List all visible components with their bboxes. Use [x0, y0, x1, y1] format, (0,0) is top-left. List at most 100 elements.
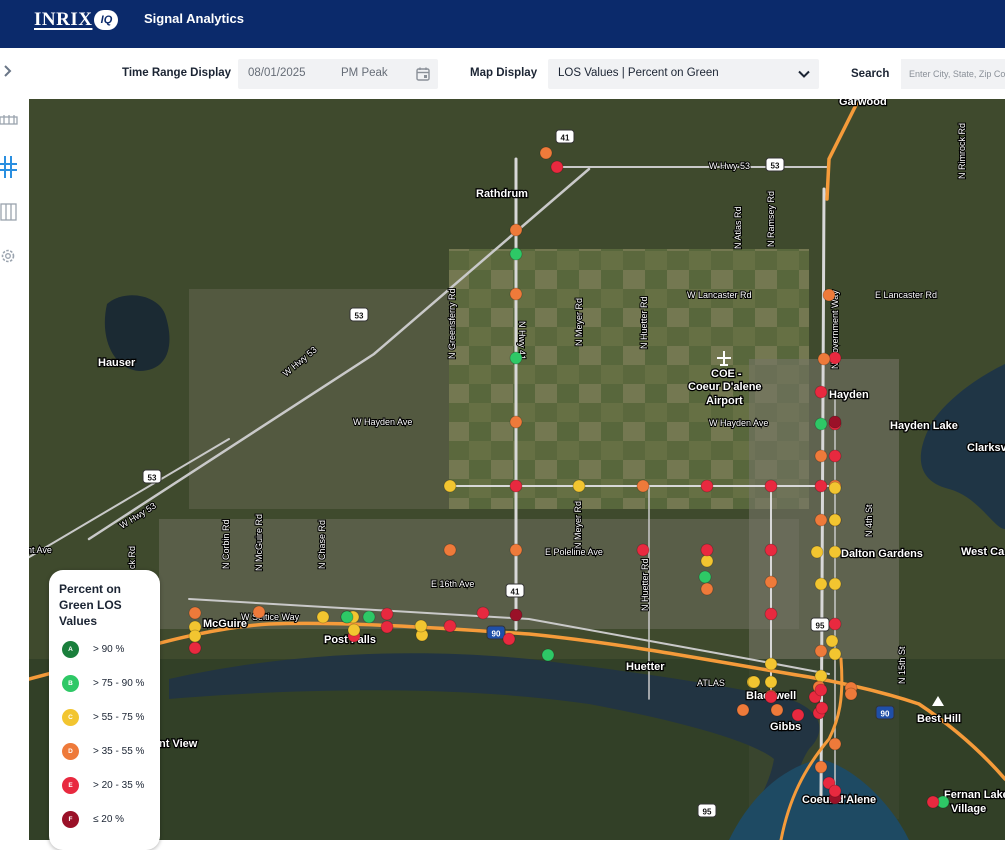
signal-marker-d[interactable] [188, 606, 202, 620]
route-shield-label: 95 [703, 808, 712, 817]
signal-marker-c[interactable] [443, 479, 457, 493]
signal-marker-f[interactable] [509, 608, 523, 622]
signal-marker-e[interactable] [700, 479, 714, 493]
signal-marker-e[interactable] [814, 683, 828, 697]
signal-marker-c[interactable] [814, 577, 828, 591]
signal-marker-c[interactable] [814, 669, 828, 683]
route-shield-label: 90 [492, 630, 501, 639]
signal-marker-b[interactable] [362, 610, 376, 624]
signal-marker-d[interactable] [509, 287, 523, 301]
signal-marker-d[interactable] [764, 575, 778, 589]
legend-range-label: > 35 - 55 % [93, 745, 145, 757]
signal-marker-e[interactable] [700, 543, 714, 557]
signal-marker-c[interactable] [828, 577, 842, 591]
signal-marker-c[interactable] [347, 623, 361, 637]
signal-marker-e[interactable] [502, 632, 516, 646]
signal-marker-d[interactable] [822, 288, 836, 302]
signal-marker-e[interactable] [188, 641, 202, 655]
signal-marker-b[interactable] [814, 417, 828, 431]
signal-marker-c[interactable] [828, 545, 842, 559]
signal-marker-e[interactable] [509, 479, 523, 493]
signal-marker-e[interactable] [476, 606, 490, 620]
signal-marker-e[interactable] [380, 607, 394, 621]
intersection-icon[interactable] [0, 156, 18, 178]
signal-marker-d[interactable] [814, 449, 828, 463]
signal-marker-c[interactable] [700, 554, 714, 568]
signal-marker-c[interactable] [316, 610, 330, 624]
signal-marker-d[interactable] [844, 687, 858, 701]
signal-marker-d[interactable] [814, 513, 828, 527]
location-search-input[interactable] [901, 59, 1005, 89]
signal-marker-e[interactable] [764, 607, 778, 621]
signal-marker-e[interactable] [764, 690, 778, 704]
signal-marker-e[interactable] [814, 385, 828, 399]
signal-marker-d[interactable] [509, 223, 523, 237]
signal-marker-c[interactable] [764, 657, 778, 671]
time-range-picker[interactable]: 08/01/2025 PM Peak [238, 59, 438, 89]
expand-sidebar-chevron-icon[interactable] [3, 64, 15, 78]
legend-item: A > 90 % [62, 640, 124, 658]
signal-marker-d[interactable] [814, 644, 828, 658]
signal-marker-e[interactable] [636, 543, 650, 557]
route-shield [697, 803, 717, 818]
signal-marker-d[interactable] [814, 760, 828, 774]
signals-grid-icon[interactable] [0, 201, 18, 223]
signal-marker-d[interactable] [539, 146, 553, 160]
signal-marker-d[interactable] [828, 737, 842, 751]
signal-marker-d[interactable] [817, 352, 831, 366]
signal-marker-e[interactable] [828, 351, 842, 365]
signal-marker-d[interactable] [252, 605, 266, 619]
settings-gear-icon[interactable] [0, 245, 18, 267]
signal-marker-b[interactable] [340, 610, 354, 624]
road-label: ck Rd [127, 546, 137, 569]
road-label: N Huetter Rd [639, 296, 649, 349]
signal-marker-d[interactable] [736, 703, 750, 717]
signal-marker-e[interactable] [764, 543, 778, 557]
signal-marker-c[interactable] [825, 634, 839, 648]
signal-marker-d[interactable] [509, 415, 523, 429]
signal-marker-b[interactable] [698, 570, 712, 584]
signal-marker-c[interactable] [828, 481, 842, 495]
satellite-map[interactable]: Garwood Rathdrum Hauser COE - Coeur D'al… [29, 99, 1005, 840]
signal-marker-e[interactable] [828, 784, 842, 798]
map-view[interactable]: Garwood Rathdrum Hauser COE - Coeur D'al… [29, 99, 1005, 840]
signal-marker-e[interactable] [828, 617, 842, 631]
signal-marker-e[interactable] [550, 160, 564, 174]
place-label: Garwood [839, 99, 887, 108]
signal-marker-c[interactable] [828, 513, 842, 527]
signal-marker-b[interactable] [509, 247, 523, 261]
signal-marker-c[interactable] [572, 479, 586, 493]
signal-marker-f[interactable] [828, 415, 842, 429]
signal-marker-d[interactable] [636, 479, 650, 493]
signal-marker-c[interactable] [747, 675, 761, 689]
signal-marker-c[interactable] [188, 629, 202, 643]
signal-marker-e[interactable] [828, 449, 842, 463]
signal-marker-d[interactable] [509, 543, 523, 557]
signal-marker-d[interactable] [443, 543, 457, 557]
signal-marker-d[interactable] [770, 703, 784, 717]
map-display-select[interactable]: LOS Values | Percent on Green [548, 59, 819, 89]
signal-marker-b[interactable] [509, 351, 523, 365]
signal-marker-e[interactable] [815, 701, 829, 715]
logo-text: INRIX [34, 9, 93, 30]
calendar-icon[interactable] [415, 66, 431, 82]
signal-marker-e[interactable] [764, 479, 778, 493]
signal-marker-e[interactable] [380, 620, 394, 634]
signal-marker-c[interactable] [810, 545, 824, 559]
signal-marker-b[interactable] [541, 648, 555, 662]
signal-marker-e[interactable] [926, 795, 940, 809]
hayden-lake [920, 364, 1005, 529]
road-label: E 16th Ave [431, 579, 474, 589]
signal-marker-d[interactable] [700, 582, 714, 596]
signal-marker-e[interactable] [791, 708, 805, 722]
signal-marker-c[interactable] [764, 675, 778, 689]
road-label: N McGuire Rd [254, 514, 264, 571]
signal-marker-e[interactable] [443, 619, 457, 633]
corridor-icon[interactable] [0, 113, 18, 135]
legend-item: C > 55 - 75 % [62, 708, 144, 726]
signal-marker-c[interactable] [828, 647, 842, 661]
inrix-iq-logo[interactable]: INRIX IQ [34, 7, 119, 33]
signal-marker-e[interactable] [814, 479, 828, 493]
place-label: West Ca [961, 546, 1005, 558]
signal-marker-c[interactable] [414, 619, 428, 633]
